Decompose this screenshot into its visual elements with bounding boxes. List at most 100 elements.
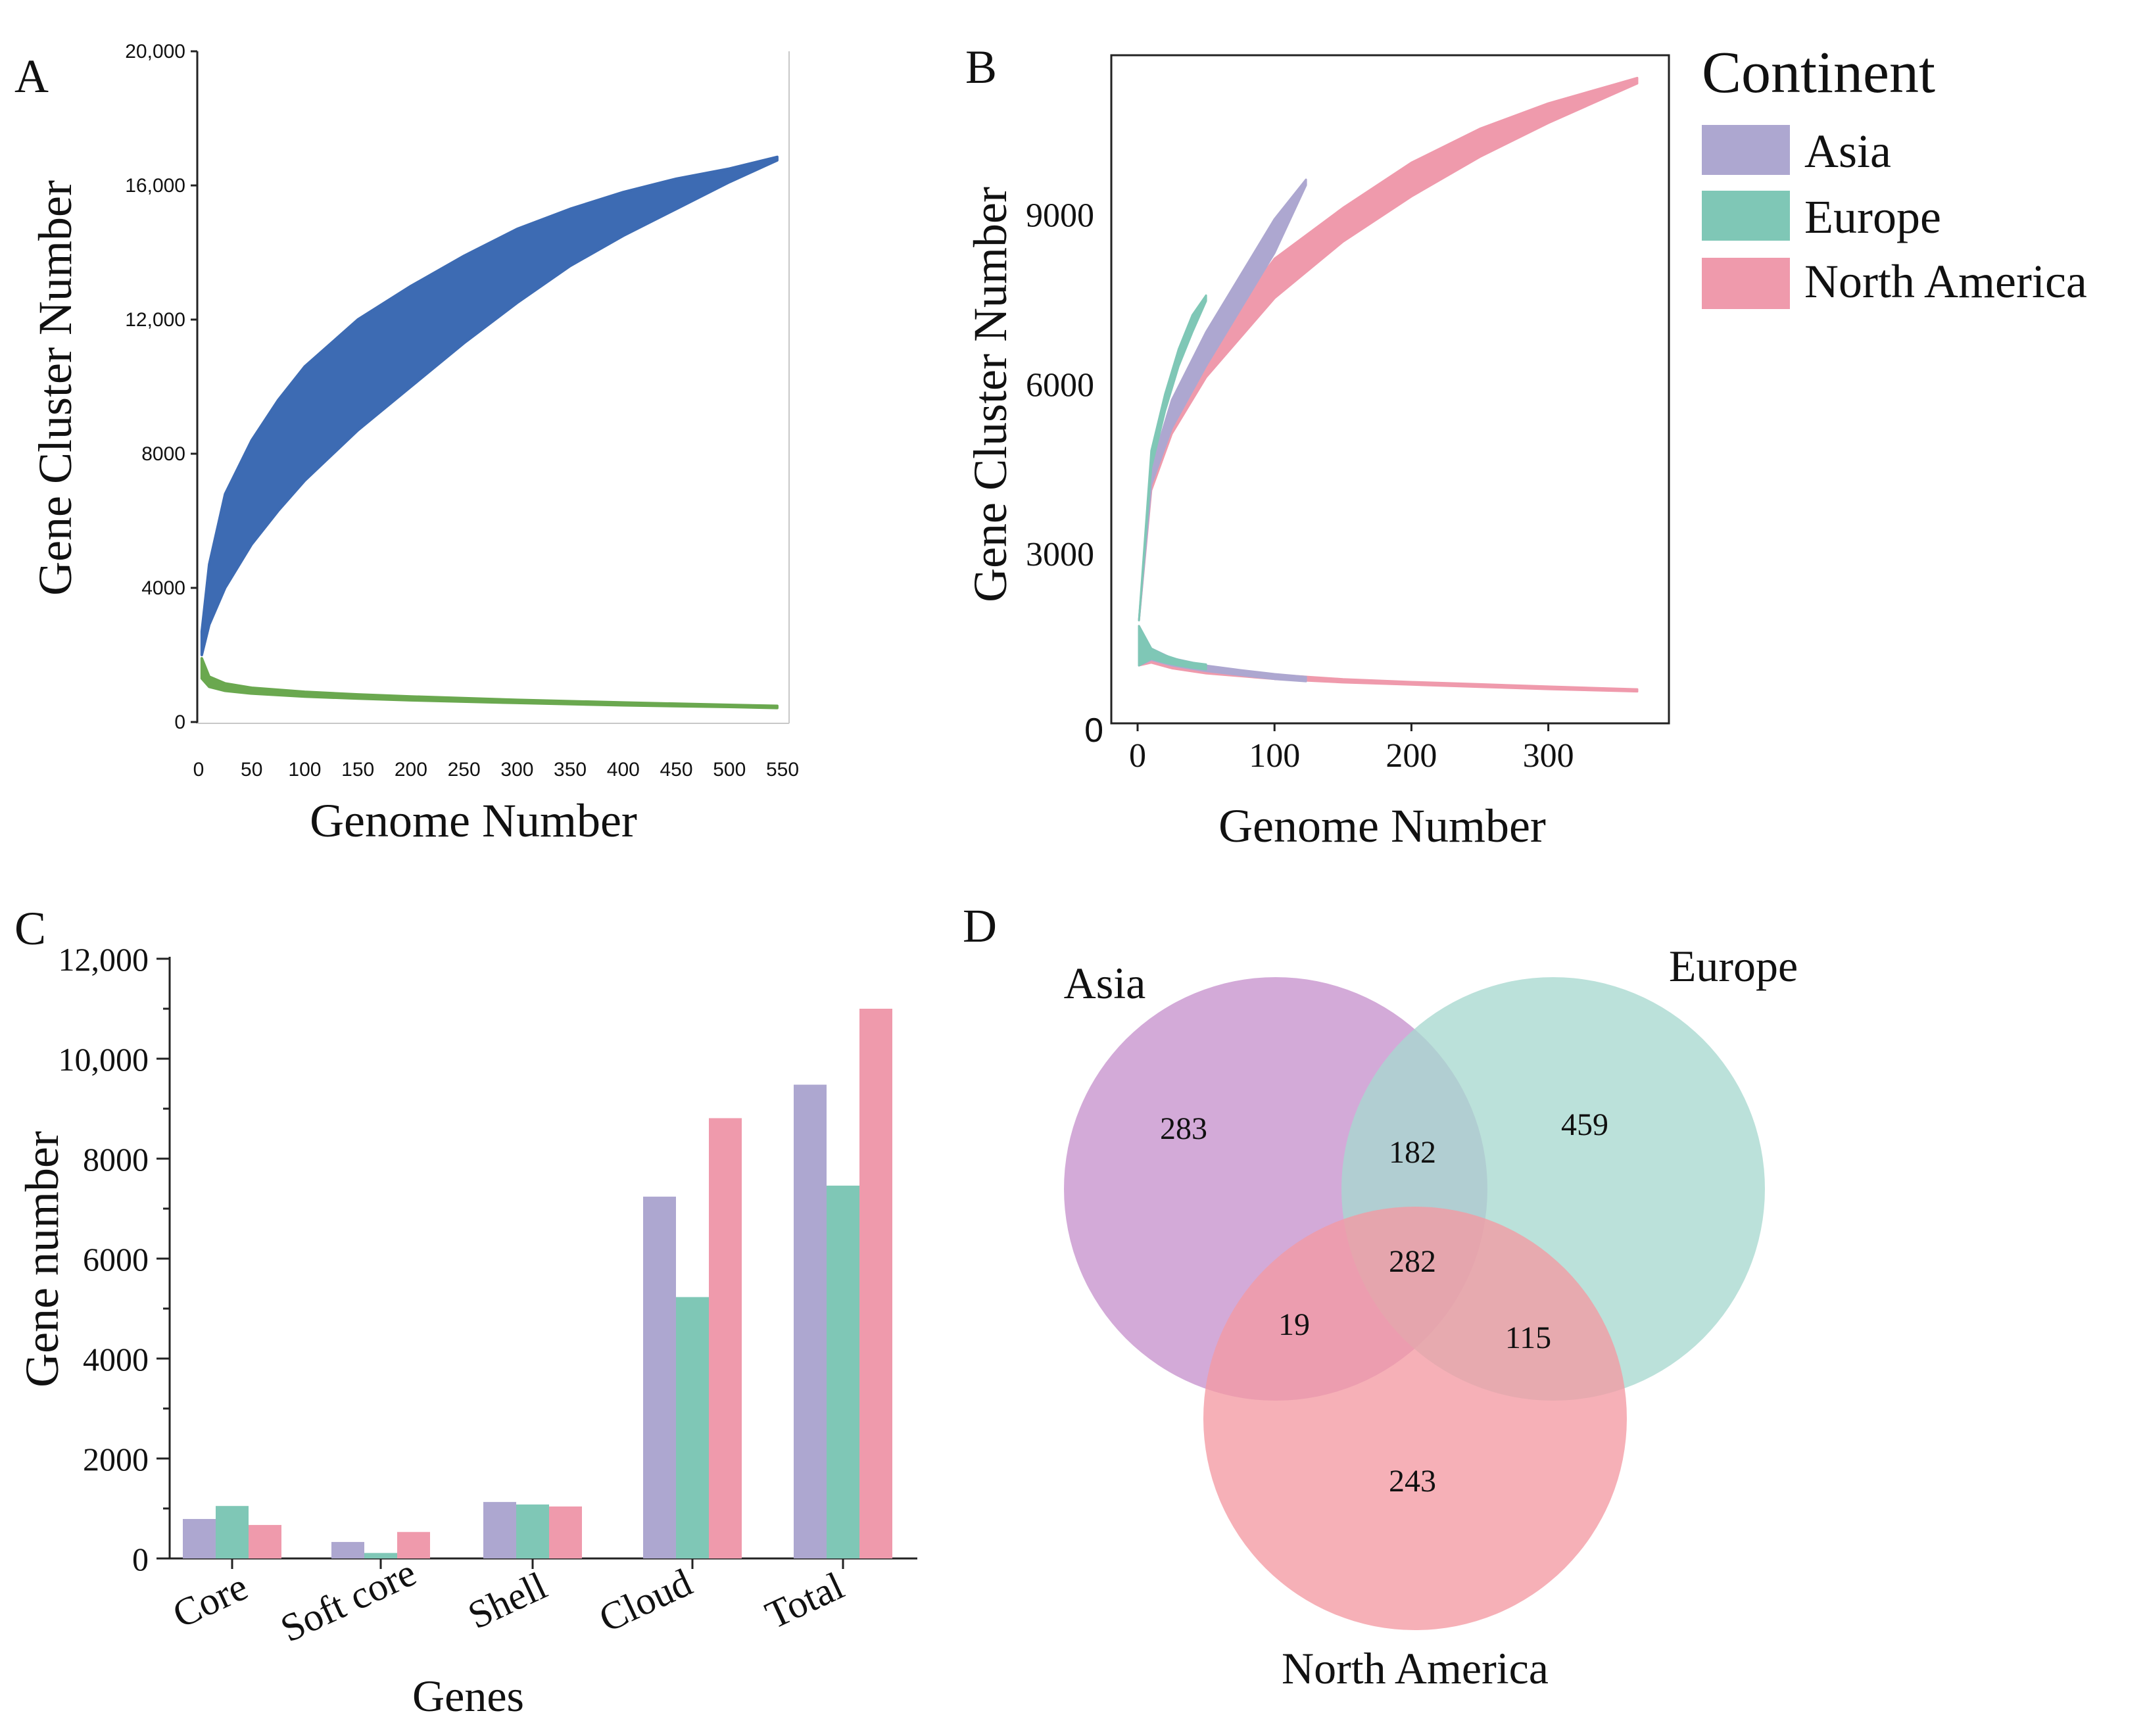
panel-a-x-tick-label: 150 [341,759,374,781]
panel-c-bar-asia [643,1196,676,1558]
panel-c-bar-europe [516,1504,549,1558]
venn-count-asia-only: 283 [1160,1111,1207,1146]
legend-item-europe: Europe [1702,191,1941,243]
panel-c-x-tick-label: Total [759,1564,850,1637]
panel-b-x-label: Genome Number [1218,800,1546,852]
panel-b-pan-curve-asia [1138,178,1307,621]
venn-label-europe: Europe [1669,941,1798,991]
panel-c-y-tick-label: 6000 [83,1241,149,1278]
venn-label-asia: Asia [1064,958,1146,1008]
panel-b-x-tick-label: 100 [1249,737,1300,775]
panel-c-y-label: Gene number [16,1131,68,1387]
panel-b-y-ticks: 0 3000 6000 9000 [1026,197,1103,750]
panel-c: C 0 2000 4000 6000 8000 10,000 12,000 Core Soft… [14,902,917,1721]
panel-b-y-tick-label: 0 [1084,711,1103,750]
panel-a-y-tick-label: 16,000 [125,175,185,197]
panel-c-x-ticks: Core Soft core Shell Cloud Total [166,1551,850,1651]
panel-a-y-tick-label: 8000 [141,443,185,465]
panel-a-x-ticks: 0 50 100 150 200 250 300 350 400 450 500 550 [193,759,799,781]
panel-a-x-tick-label: 300 [500,759,533,781]
legend-swatch-north-america [1702,258,1790,309]
panel-a-x-tick-label: 200 [395,759,427,781]
panel-c-y-tick-label: 12,000 [59,941,149,978]
panel-a-x-tick-label: 500 [713,759,746,781]
panel-a-series [200,155,779,710]
panel-c-bar-europe [364,1553,397,1558]
panel-c-bar-asia [794,1084,827,1558]
legend-title: Continent [1702,40,1935,105]
legend-label-asia: Asia [1804,125,1891,178]
panel-b-frame [1110,54,1670,725]
panel-d: D Asia Europe North America 283 459 182 … [963,900,1798,1693]
panel-d-letter: D [963,900,997,952]
panel-c-y-tick-label: 0 [132,1541,149,1578]
panel-c-bar-asia [331,1541,364,1558]
legend: Continent Asia Europe North America [1702,40,2087,309]
panel-c-bar-north-america [709,1118,742,1558]
panel-c-y-tick-label: 2000 [83,1441,149,1478]
panel-b: B 0 3000 6000 9000 0 100 200 300 Genome Number… [964,40,2087,852]
panel-b-core-curve-north-america [1138,625,1639,693]
venn-count-europe-north-america: 115 [1505,1320,1551,1355]
panel-a-x-tick-label: 100 [288,759,321,781]
panel-c-x-tick-label: Soft core [274,1551,423,1651]
legend-swatch-europe [1702,191,1790,241]
panel-c-bar-asia [183,1518,216,1558]
panel-a-y-tick-label: 20,000 [125,41,185,62]
panel-a-x-tick-label: 550 [766,759,799,781]
legend-item-asia: Asia [1702,125,1891,178]
panel-a-core-curve [200,657,779,710]
panel-b-core-curve-europe [1138,625,1207,671]
panel-b-y-tick-label: 3000 [1026,536,1094,573]
legend-label-europe: Europe [1804,191,1941,243]
venn-count-asia-europe: 182 [1389,1135,1436,1170]
panel-a-y-label: Gene Cluster Number [29,180,82,596]
panel-b-x-tick-label: 300 [1523,737,1574,775]
panel-c-x-label: Genes [412,1671,524,1721]
panel-c-bar-europe [216,1506,249,1558]
legend-item-north-america: North America [1702,255,2087,309]
panel-c-x-tick-label: Cloud [592,1560,698,1641]
panel-b-x-ticks: 0 100 200 300 [1129,723,1574,775]
panel-c-bar-north-america [549,1506,582,1558]
panel-c-letter: C [14,902,46,955]
panel-b-pan-curve-europe [1138,294,1207,621]
venn-count-all-three: 282 [1389,1244,1436,1279]
venn-count-europe-only: 459 [1561,1107,1608,1142]
panel-a-x-tick-label: 350 [554,759,587,781]
panel-a-pan-curve [200,155,779,656]
panel-a: A 0 4000 8000 12,000 16,000 20,000 0 50 100 150 2… [14,41,799,847]
panel-a-x-tick-label: 450 [660,759,693,781]
venn-label-north-america: North America [1282,1643,1549,1693]
panel-a-x-tick-label: 400 [607,759,640,781]
panel-c-bar-north-america [859,1009,892,1558]
panel-b-y-tick-label: 9000 [1026,197,1094,235]
panel-b-letter: B [965,41,997,93]
panel-c-bar-europe [827,1186,859,1558]
panel-c-x-tick-label: Core [166,1564,254,1636]
panel-a-y-tick-label: 4000 [141,577,185,599]
panel-c-bars [183,1009,892,1558]
panel-b-y-tick-label: 6000 [1026,366,1094,404]
venn-circle-north-america [1203,1207,1627,1630]
legend-label-north-america: North America [1804,255,2087,308]
panel-a-y-ticks: 0 4000 8000 12,000 16,000 20,000 [125,41,197,733]
panel-a-x-tick-label: 0 [193,759,205,781]
panel-b-x-tick-label: 200 [1386,737,1437,775]
panel-a-x-tick-label: 50 [241,759,262,781]
venn-count-asia-north-america: 19 [1278,1307,1310,1342]
panel-c-y-ticks: 0 2000 4000 6000 8000 10,000 12,000 [59,941,170,1578]
panel-c-bar-north-america [249,1525,281,1558]
panel-a-y-tick-label: 12,000 [125,309,185,331]
panel-c-y-tick-label: 4000 [83,1341,149,1378]
panel-c-y-tick-label: 8000 [83,1141,149,1178]
panel-b-series [1138,76,1639,693]
panel-a-y-tick-label: 0 [174,711,185,733]
panel-b-x-tick-label: 0 [1129,737,1146,775]
legend-swatch-asia [1702,125,1790,175]
panel-b-y-label: Gene Cluster Number [964,187,1017,602]
panel-c-bar-asia [483,1502,516,1558]
panel-c-y-tick-label: 10,000 [59,1041,149,1078]
panel-c-bar-europe [676,1297,709,1558]
